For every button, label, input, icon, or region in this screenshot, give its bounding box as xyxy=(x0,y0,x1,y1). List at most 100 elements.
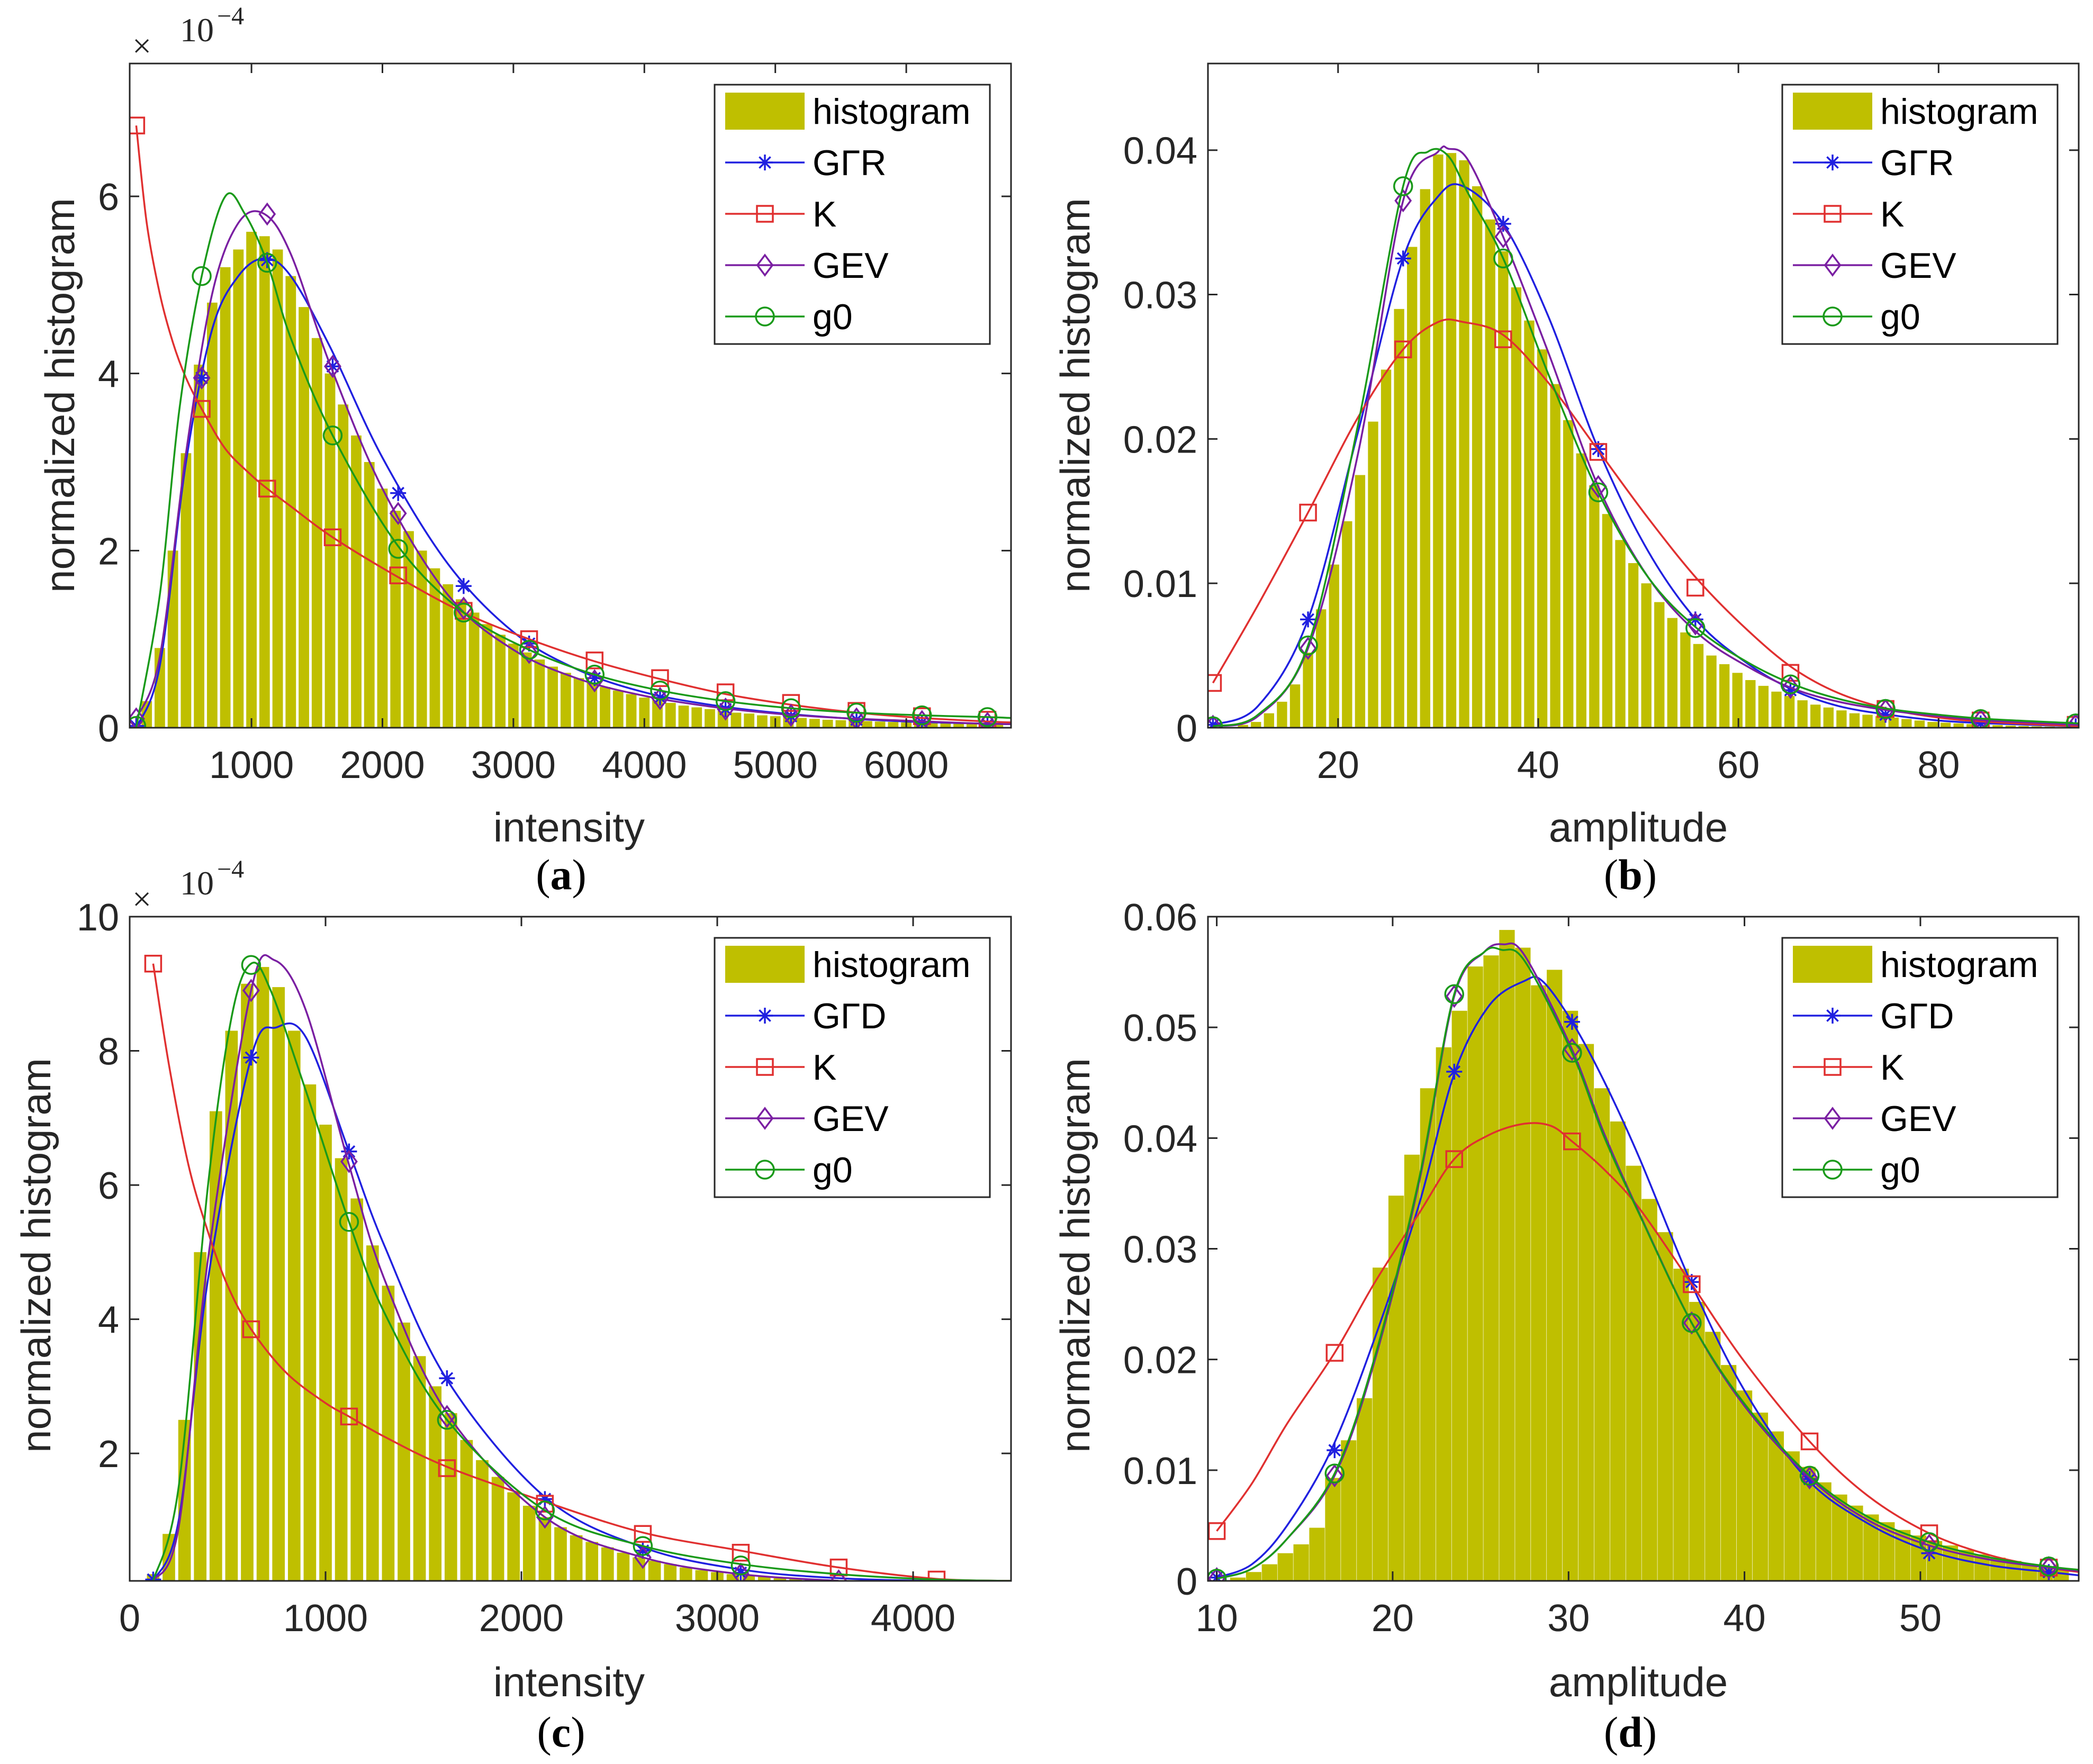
panel-b-marker-GGR xyxy=(1300,611,1316,628)
panel-c-caption: (c) xyxy=(537,1708,585,1756)
panel-c-marker-GGR xyxy=(439,1370,455,1387)
panel-c-legend-swatch-histogram xyxy=(725,946,805,983)
panel-a-x-tick-label: 3000 xyxy=(471,744,556,786)
panel-b-bar xyxy=(1836,710,1847,728)
panel-b-bar xyxy=(1914,720,1925,728)
panel-c-bar xyxy=(679,1567,692,1581)
panel-c-bar xyxy=(303,1084,317,1581)
panel-b-marker-g0 xyxy=(2065,713,2079,728)
panel-d-series-g0-g0 xyxy=(1208,946,2079,1581)
panel-d-legend: histogram GΓD K GEV g0 xyxy=(1781,937,2059,1198)
panel-b-bar xyxy=(1823,707,1834,728)
panel-a-legend-label-histogram: histogram xyxy=(813,92,971,132)
panel-b-bar xyxy=(1303,653,1313,728)
panel-b-marker-GEV xyxy=(1208,714,1222,728)
panel-c-bar xyxy=(742,1575,755,1581)
panel-a-marker-GGR xyxy=(652,690,668,706)
panel-a-bar xyxy=(206,302,218,728)
panel-a-series-g0-g0 xyxy=(130,192,1011,728)
panel-a: × 10 −4 intensity normalized histogram (… xyxy=(37,2,1012,899)
panel-b-bar xyxy=(1277,701,1287,728)
panel-c-x-tick-label: 1000 xyxy=(283,1597,368,1640)
panel-b-bar xyxy=(1927,722,1938,728)
panel-c-legend-marker-g0 xyxy=(755,1160,775,1180)
panel-b: amplitude normalized histogram (b) 20 40 6… xyxy=(1052,62,2080,899)
panel-a-bar xyxy=(953,723,964,728)
panel-c-marker-GEV xyxy=(732,1562,750,1581)
panel-c-bar xyxy=(491,1477,504,1581)
panel-c-marker-g0 xyxy=(241,955,261,975)
panel-a-bar xyxy=(534,659,545,728)
panel-a-bar xyxy=(835,720,846,728)
panel-b-y-tick-label: 0.02 xyxy=(1123,419,1197,461)
panel-c-bar xyxy=(522,1506,536,1581)
panel-c-bar xyxy=(444,1413,457,1581)
panel-a-series-line-g0 xyxy=(135,192,1011,728)
panel-a-exponent-power: −4 xyxy=(217,2,244,30)
panel-b-x-axis-label: amplitude xyxy=(1549,804,1728,851)
panel-b-bar xyxy=(1433,154,1444,728)
panel-c-y-ticks: 2 4 6 8 10 xyxy=(77,897,1011,1476)
panel-b-bar xyxy=(1524,320,1535,728)
panel-b-bar xyxy=(1615,540,1626,728)
panel-d-legend-marker-g0 xyxy=(1823,1160,1843,1180)
panel-b-marker-GGR xyxy=(1878,707,1894,723)
panel-c-series-line-GGR xyxy=(152,1022,1011,1581)
panel-b-marker-GGR xyxy=(1782,682,1799,699)
panel-a-legend-swatch-histogram xyxy=(725,93,805,130)
panel-b-bar xyxy=(1589,485,1600,728)
panel-b-bar xyxy=(1251,722,1261,728)
panel-c-x-ticks: 0 1000 2000 3000 4000 xyxy=(119,917,955,1640)
panel-a-bar xyxy=(888,722,899,728)
panel-b-marker-K xyxy=(1494,330,1512,348)
panel-c-y-tick-label: 4 xyxy=(98,1299,119,1342)
panel-a-bar xyxy=(508,644,519,728)
panel-a-marker-GGR xyxy=(455,578,472,594)
panel-d-y-tick-label: 0.02 xyxy=(1123,1340,1197,1382)
panel-d-bar xyxy=(1610,1121,1626,1581)
panel-d-legend-marker-K xyxy=(1824,1058,1842,1076)
panel-b-y-axis-label: normalized histogram xyxy=(1052,198,1098,593)
panel-a-bar xyxy=(311,338,322,728)
panel-b-bar xyxy=(1901,719,1912,728)
panel-c-y-tick-label: 6 xyxy=(98,1165,119,1207)
panel-b-plot xyxy=(1208,145,2079,728)
panel-b-bar xyxy=(1238,725,1248,728)
panel-b-marker-g0 xyxy=(1780,674,1801,694)
panel-c-marker-K xyxy=(340,1407,358,1426)
panel-b-x-tick-label: 40 xyxy=(1517,744,1559,786)
panel-b-bar xyxy=(1797,700,1808,728)
panel-b-bar xyxy=(1485,219,1495,728)
panel-c-exponent: × 10 −4 xyxy=(132,855,244,918)
panel-b-x-ticks: 20 40 60 80 xyxy=(1317,64,1960,786)
panel-a-marker-g0 xyxy=(388,539,408,559)
panel-a-plot xyxy=(130,116,1011,728)
panel-b-bar xyxy=(1940,722,1951,728)
panel-c-bar xyxy=(382,1286,395,1581)
panel-b-series-line-GEV xyxy=(1213,145,2079,727)
panel-c-bar xyxy=(570,1535,583,1581)
panel-b-bar xyxy=(1498,251,1509,728)
panel-a-caption: (a) xyxy=(536,851,587,899)
panel-c-bar xyxy=(664,1564,677,1581)
panel-d-marker-g0 xyxy=(1682,1313,1702,1333)
panel-b-legend-swatch-histogram xyxy=(1793,93,1872,130)
panel-b-bar xyxy=(1732,673,1743,728)
panel-c-bar xyxy=(319,1124,332,1581)
panel-a-bar xyxy=(612,690,624,728)
panel-b-y-tick-label: 0.04 xyxy=(1123,130,1197,173)
panel-b-caption: (b) xyxy=(1604,851,1657,899)
panel-d-bar xyxy=(2022,1564,2037,1581)
panel-a-bar xyxy=(521,652,532,728)
panel-b-marker-GGR xyxy=(1972,715,1989,728)
panel-b-letter: b xyxy=(1618,851,1643,899)
panel-a-marker-K xyxy=(389,566,407,584)
panel-a-bar xyxy=(285,276,296,728)
panel-b-bar xyxy=(2018,726,2029,728)
panel-c-bar xyxy=(413,1356,426,1581)
panel-d-legend-marker-GGR xyxy=(1825,1008,1841,1024)
panel-b-bar xyxy=(2005,725,2016,728)
panel-a-bar xyxy=(456,599,466,728)
panel-c-y-tick-label: 8 xyxy=(98,1031,119,1073)
